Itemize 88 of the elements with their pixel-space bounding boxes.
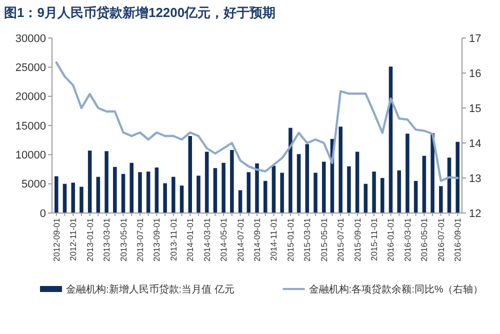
chart-title: 图1：9月人民币贷款新增12200亿元，好于预期 (4, 5, 276, 20)
x-tick-label: 2016-03-01 (402, 218, 412, 262)
bar (296, 154, 301, 213)
legend-label: 金融机构:新增人民币贷款:当月值 亿元 (66, 284, 234, 296)
bar (314, 172, 318, 213)
x-tick-label: 2013-05-01 (118, 218, 128, 262)
x-tick-label: 2015-09-01 (352, 218, 362, 262)
bar (188, 136, 192, 213)
x-tick-label: 2015-03-01 (302, 218, 312, 262)
bar (121, 174, 126, 213)
bar (380, 178, 384, 213)
bar (422, 156, 426, 213)
bar (364, 184, 368, 213)
bar (88, 150, 92, 213)
bar (246, 172, 251, 213)
x-tick-label: 2015-11-01 (369, 218, 380, 261)
x-tick-label: 2013-03-01 (102, 218, 112, 262)
bar (163, 183, 167, 213)
bar (196, 176, 200, 213)
y-tick-label: 15000 (15, 120, 46, 132)
x-tick-label: 2014-09-01 (252, 218, 262, 262)
x-tick-label: 2012-11-01 (68, 218, 78, 261)
y2-tick-label: 12 (469, 208, 482, 220)
bar (430, 133, 434, 213)
x-tick-label: 2013-01-01 (84, 218, 95, 262)
bar (397, 170, 401, 213)
bar (238, 190, 242, 213)
x-tick-label: 2012-09-01 (51, 218, 62, 262)
bar (372, 172, 376, 213)
x-tick-label: 2014-05-01 (218, 218, 229, 262)
y-tick-label: 5000 (22, 178, 46, 191)
bar (172, 176, 176, 213)
bar (113, 166, 117, 213)
bar (255, 163, 259, 213)
y2-tick-label: 13 (469, 172, 482, 185)
bar (80, 186, 84, 213)
y-tick-label: 30000 (15, 32, 46, 45)
y2-tick-label: 17 (469, 32, 482, 45)
y2-tick-label: 14 (469, 138, 482, 150)
x-tick-label: 2013-09-01 (152, 218, 162, 262)
line-series (55, 61, 459, 182)
bar (280, 172, 284, 213)
y2-tick-label: 15 (469, 102, 482, 115)
bar (230, 150, 234, 213)
bar (355, 152, 360, 213)
x-tick-label: 2016-01-01 (386, 218, 396, 262)
bar (338, 126, 342, 213)
bar (146, 172, 150, 213)
x-tick-label: 2015-07-01 (336, 218, 346, 262)
x-tick-label: 2014-03-01 (202, 218, 212, 262)
bar (305, 144, 310, 213)
bar (96, 176, 100, 213)
bar (104, 151, 108, 213)
legend-label: 金融机构:各项贷款余额:同比%（右轴） (308, 284, 484, 296)
x-tick-label: 2013-07-01 (134, 218, 145, 262)
y2-tick-label: 16 (469, 68, 482, 80)
x-tick-label: 2016-09-01 (452, 218, 463, 262)
bar (347, 166, 351, 213)
bar (154, 168, 159, 213)
bar (62, 184, 67, 213)
x-tick-label: 2014-01-01 (185, 218, 196, 262)
bar (322, 162, 326, 213)
bar (54, 176, 58, 213)
bar (439, 186, 443, 213)
bar (180, 186, 184, 213)
bar (222, 162, 226, 213)
bar (138, 172, 142, 213)
bar (130, 162, 134, 213)
x-tick-label: 2014-11-01 (268, 218, 279, 261)
x-tick-label: 2016-05-01 (419, 218, 430, 262)
y-tick-label: 25000 (15, 62, 46, 74)
bar (213, 168, 218, 213)
x-tick-label: 2015-01-01 (285, 218, 296, 262)
bar (288, 128, 292, 213)
y-tick-label: 0 (40, 208, 46, 220)
bar (456, 142, 460, 213)
x-tick-label: 2014-07-01 (235, 218, 246, 262)
x-tick-label: 2013-11-01 (168, 218, 178, 261)
bar (272, 166, 276, 213)
y-tick-label: 20000 (15, 91, 46, 104)
x-tick-label: 2016-07-01 (436, 218, 446, 262)
y-tick-label: 10000 (15, 150, 46, 162)
bar (204, 152, 209, 213)
bar (71, 182, 75, 213)
bar (414, 180, 418, 213)
bar (406, 134, 410, 213)
bar (263, 180, 268, 213)
x-tick-label: 2015-05-01 (318, 218, 329, 262)
